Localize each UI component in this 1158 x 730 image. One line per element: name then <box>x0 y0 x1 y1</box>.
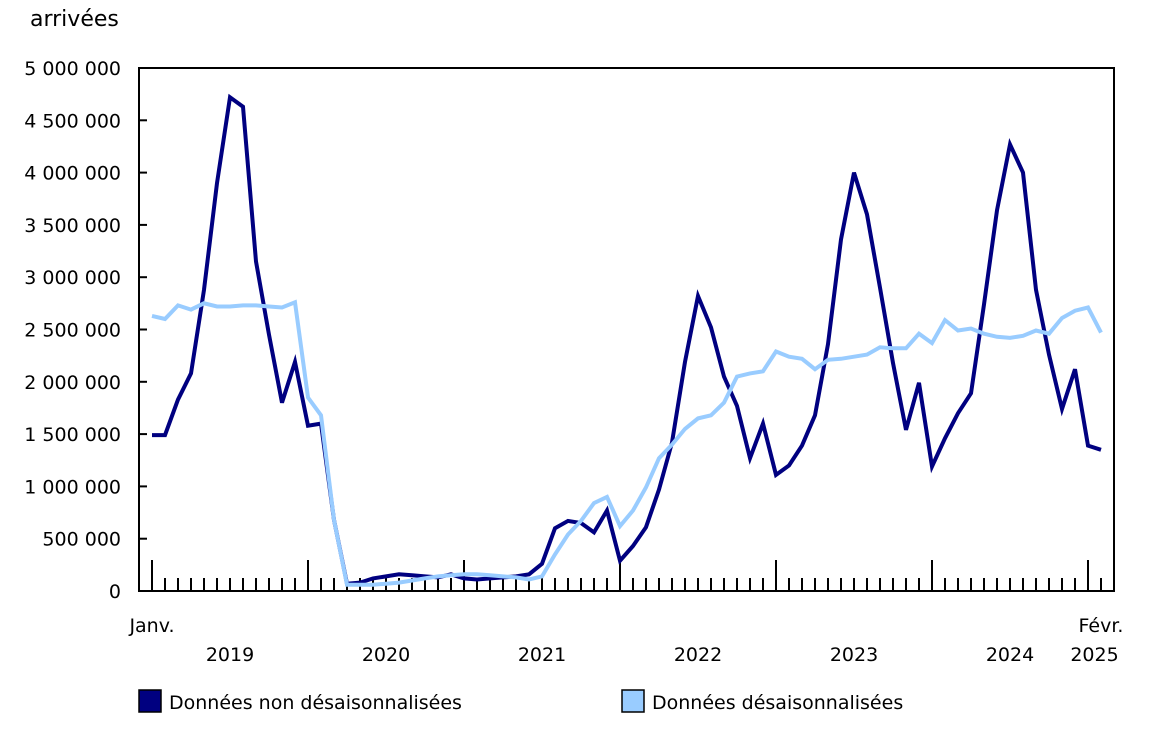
y-tick-label: 1 000 000 <box>24 476 121 498</box>
y-tick-label: 2 500 000 <box>24 320 121 342</box>
legend-label: Données non désaisonnalisées <box>169 692 462 714</box>
x-year-label: 2025 <box>1070 644 1118 666</box>
y-tick-label: 5 000 000 <box>24 58 121 80</box>
x-year-label: 2024 <box>986 644 1034 666</box>
x-axis: 2019 2020 2021 2022 2023 2024 2025 <box>151 560 1119 666</box>
x-year-label: 2021 <box>518 644 566 666</box>
legend: Données non désaisonnalisées Données désa… <box>138 689 903 714</box>
x-year-label: 2022 <box>674 644 722 666</box>
y-axis: 0 500 000 1 000 000 1 500 000 2 000 000 2 500… <box>24 58 147 603</box>
x-start-label: Janv. <box>128 615 174 637</box>
series-line-0 <box>152 93 1102 586</box>
y-tick-label: 0 <box>109 581 121 603</box>
plot-frame <box>138 67 1115 592</box>
x-year-label: 2023 <box>830 644 878 666</box>
y-tick-label: 3 500 000 <box>24 215 121 237</box>
x-end-label: Févr. <box>1079 615 1124 637</box>
legend-swatch <box>621 689 645 713</box>
series-line-1 <box>151 299 1103 587</box>
series-lines <box>151 93 1103 587</box>
y-axis-label: arrivées <box>30 7 119 32</box>
legend-swatch <box>138 689 162 713</box>
y-tick-label: 3 000 000 <box>24 267 121 289</box>
legend-label: Données désaisonnalisées <box>652 692 903 714</box>
y-tick-label: 4 000 000 <box>24 163 121 185</box>
x-year-label: 2020 <box>362 644 410 666</box>
y-tick-label: 500 000 <box>42 529 121 551</box>
y-tick-label: 2 000 000 <box>24 372 121 394</box>
x-year-label: 2019 <box>206 644 254 666</box>
y-tick-label: 4 500 000 <box>24 110 121 132</box>
y-tick-label: 1 500 000 <box>24 424 121 446</box>
